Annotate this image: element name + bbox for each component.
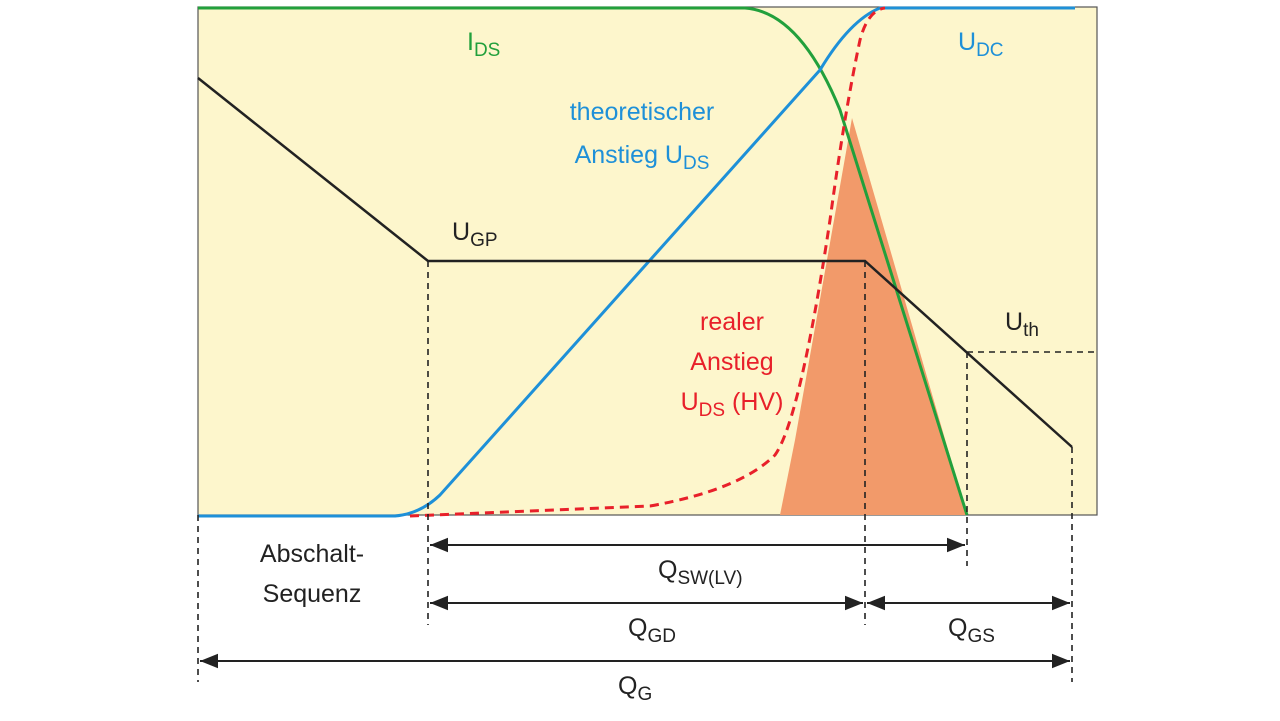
qgd-label: QGD (628, 614, 676, 647)
label-part: DC (976, 40, 1003, 61)
real-label-1: realer (700, 308, 764, 336)
label-part: U (681, 388, 699, 416)
label-part: DS (474, 40, 500, 61)
label-part: Q (658, 556, 677, 584)
uth-label: Uth (1005, 308, 1039, 341)
label-part: GS (967, 626, 994, 647)
label-part: Q (628, 614, 647, 642)
label-part: G (637, 684, 652, 705)
label-part: SW(LV) (677, 568, 742, 589)
label-part: U (452, 218, 470, 246)
label-part: U (958, 28, 976, 56)
label-part: GP (470, 230, 497, 251)
ids-curve (198, 6, 969, 516)
uds-real-curve (409, 6, 886, 518)
label-part: DS (699, 400, 725, 421)
theoretical-label-2: Anstieg UDS (575, 141, 710, 174)
label-part: Q (618, 672, 637, 700)
arrows (200, 537, 1070, 669)
sequence-label-1: Abschalt- (260, 540, 364, 568)
label-part: DS (683, 153, 709, 174)
ids-label: IDS (467, 28, 500, 61)
sequence-label-2: Sequenz (263, 580, 362, 608)
label-part: th (1023, 320, 1039, 341)
loss-area (780, 118, 967, 515)
label-part: I (467, 28, 474, 56)
qsw-label: QSW(LV) (658, 556, 743, 589)
uds-theoretical-curve (198, 6, 1075, 518)
real-label-3: UDS (HV) (681, 388, 784, 421)
ugp-label: UGP (452, 218, 498, 251)
label-part: GD (647, 626, 676, 647)
label-part: Anstieg U (575, 141, 683, 169)
udc-label: UDC (958, 28, 1004, 61)
guides (197, 261, 1097, 682)
qgs-label: QGS (948, 614, 995, 647)
theoretical-label-1: theoretischer (570, 98, 715, 126)
label-part: (HV) (725, 388, 783, 416)
qg-label: QG (618, 672, 652, 705)
ugs-curve (197, 77, 1073, 448)
real-label-2: Anstieg (690, 348, 773, 376)
label-part: Q (948, 614, 967, 642)
label-part: U (1005, 308, 1023, 336)
